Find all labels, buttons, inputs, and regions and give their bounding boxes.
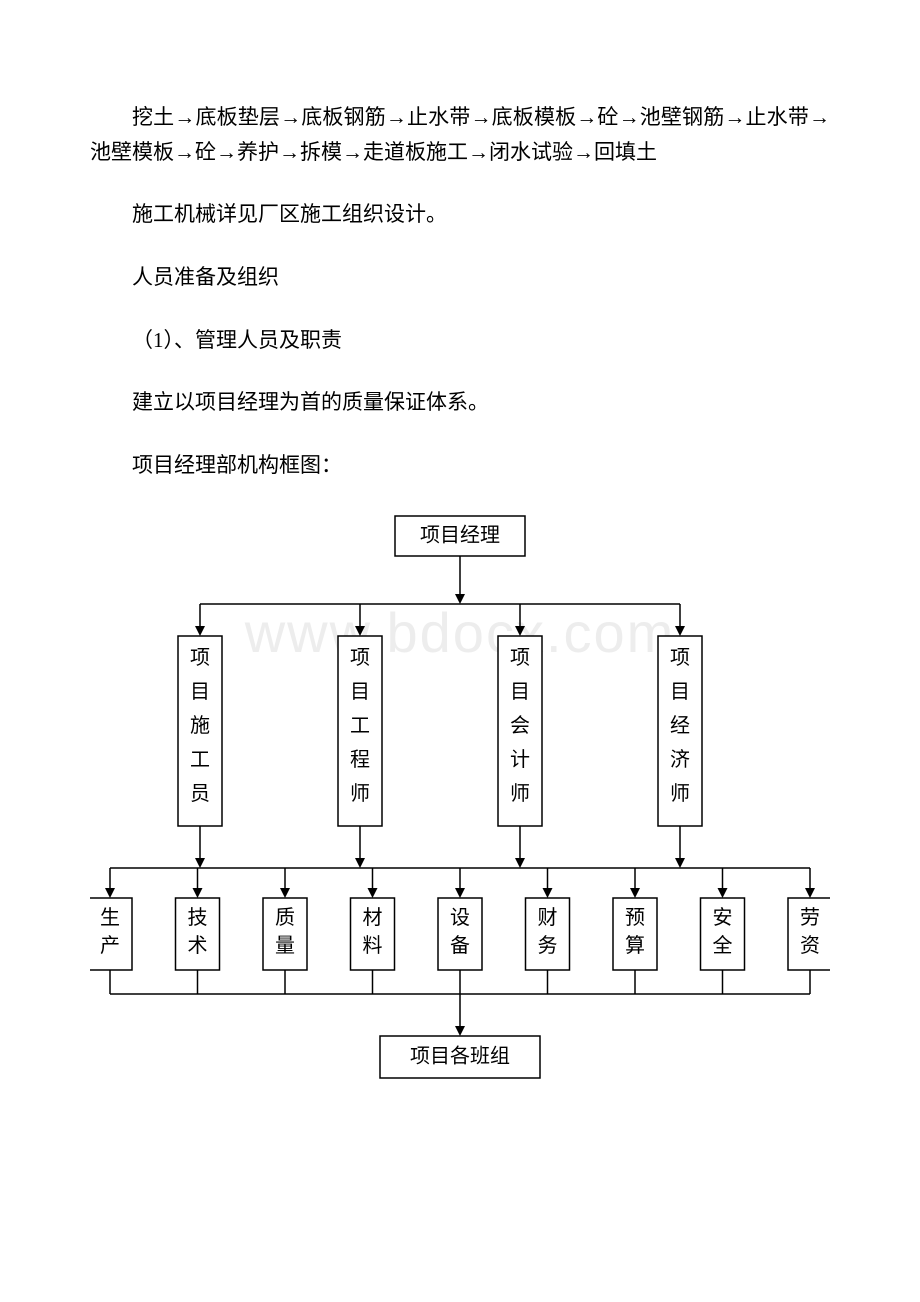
svg-text:术: 术 <box>188 934 208 957</box>
svg-text:目: 目 <box>510 681 530 703</box>
svg-text:产: 产 <box>100 934 120 957</box>
svg-text:技: 技 <box>188 906 208 929</box>
svg-text:员: 员 <box>190 783 210 805</box>
svg-text:财: 财 <box>538 906 558 929</box>
chart-caption: 项目经理部机构框图： <box>90 448 830 483</box>
svg-text:项: 项 <box>350 647 370 669</box>
machinery-note: 施工机械详见厂区施工组织设计。 <box>90 197 830 232</box>
svg-text:计: 计 <box>510 748 530 771</box>
svg-text:济: 济 <box>670 748 690 771</box>
svg-text:项: 项 <box>510 647 530 669</box>
svg-text:程: 程 <box>350 748 370 771</box>
svg-text:务: 务 <box>538 934 558 957</box>
svg-text:量: 量 <box>275 935 295 957</box>
org-chart: 项目经理项目施工员项目工程师项目会计师项目经济师生产技术质量材料设备财务预算安全… <box>90 510 830 1150</box>
svg-text:师: 师 <box>510 782 530 805</box>
process-flow-text: 挖土→底板垫层→底板钢筋→止水带→底板模板→砼→池壁钢筋→止水带→池壁模板→砼→… <box>90 100 830 169</box>
svg-text:质: 质 <box>275 906 295 929</box>
svg-text:施: 施 <box>190 714 210 737</box>
svg-text:安: 安 <box>713 906 733 929</box>
svg-text:目: 目 <box>670 681 690 703</box>
svg-text:设: 设 <box>450 906 470 929</box>
subsection-1: （1）、管理人员及职责 <box>90 323 830 358</box>
svg-text:师: 师 <box>670 782 690 805</box>
svg-text:劳: 劳 <box>800 906 820 929</box>
svg-text:材: 材 <box>363 906 383 929</box>
svg-text:全: 全 <box>713 934 733 957</box>
svg-text:料: 料 <box>363 934 383 957</box>
svg-text:工: 工 <box>190 749 210 771</box>
svg-text:备: 备 <box>450 934 470 957</box>
quality-system-text: 建立以项目经理为首的质量保证体系。 <box>90 385 830 420</box>
svg-text:预: 预 <box>625 907 645 929</box>
svg-text:项目各班组: 项目各班组 <box>410 1045 510 1068</box>
svg-text:会: 会 <box>510 714 530 737</box>
svg-text:资: 资 <box>800 934 820 957</box>
svg-text:项: 项 <box>670 647 690 669</box>
personnel-heading: 人员准备及组织 <box>90 260 830 295</box>
svg-text:师: 师 <box>350 782 370 805</box>
svg-text:目: 目 <box>190 681 210 703</box>
svg-text:生: 生 <box>100 906 120 929</box>
svg-text:目: 目 <box>350 681 370 703</box>
svg-text:算: 算 <box>625 934 645 957</box>
svg-text:项: 项 <box>190 647 210 669</box>
svg-text:经: 经 <box>670 714 690 737</box>
svg-text:项目经理: 项目经理 <box>420 524 500 547</box>
svg-text:工: 工 <box>350 715 370 737</box>
